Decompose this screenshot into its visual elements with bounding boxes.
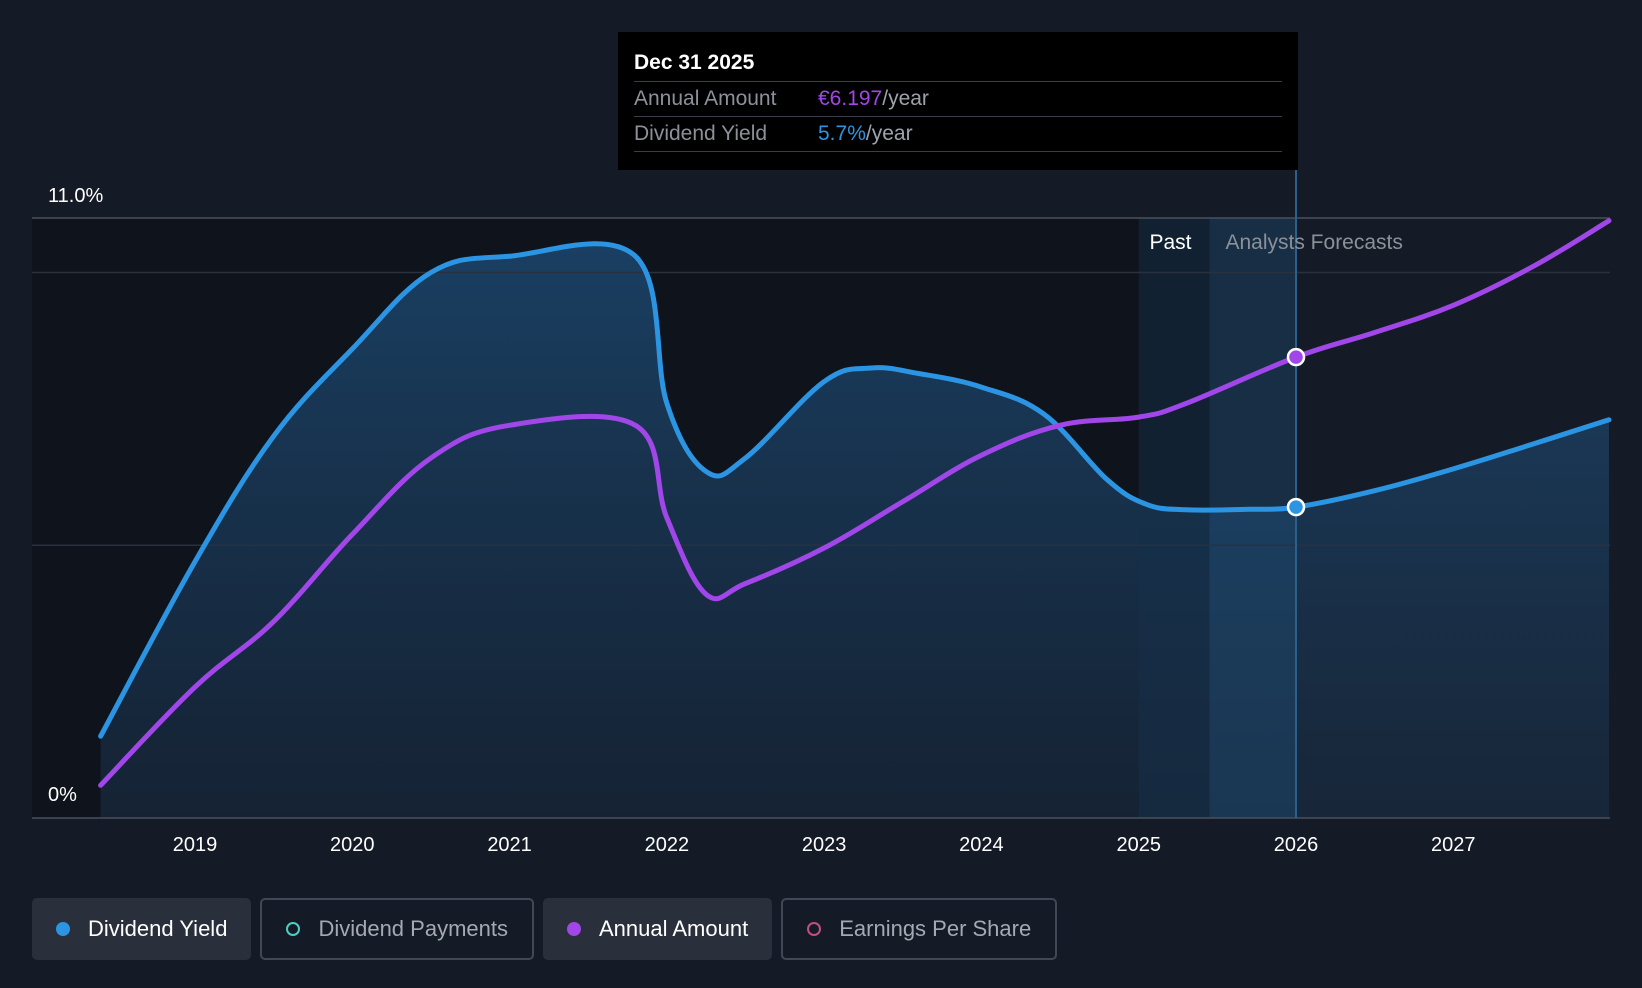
x-tick-label: 2023 [802,834,847,856]
tooltip-unit: /year [865,122,913,145]
forecast-region-label: Analysts Forecasts [1225,231,1402,254]
legend-dividend-yield-button[interactable]: Dividend Yield [32,898,252,960]
tooltip-date: Dec 31 2025 [634,51,755,74]
legend-label: Dividend Yield [88,916,228,941]
tooltip-label: Annual Amount [634,87,777,110]
x-tick-label: 2027 [1431,834,1476,856]
legend-earnings-per-share-button[interactable]: Earnings Per Share [781,898,1058,960]
dot-icon [56,922,70,936]
tooltip-value: €6.197 [818,87,883,110]
forecast-band [1209,218,1296,818]
y-axis-top-label: 11.0% [48,185,103,207]
circle-outline-icon [286,922,301,936]
x-tick-label: 2019 [173,834,218,856]
hover-tooltip: Dec 31 2025 Annual Amount €6.197 /year D… [618,32,1298,170]
dot-icon [566,922,581,936]
y-axis-bottom-label: 0% [48,784,77,806]
x-tick-label: 2026 [1274,834,1319,856]
x-tick-label: 2020 [330,834,375,856]
tooltip-row-annual-amount: Annual Amount €6.197 /year [634,81,1282,116]
annual-amount-line [98,218,1612,788]
x-tick-label: 2021 [487,834,532,856]
legend-label: Earnings Per Share [839,916,1032,941]
tooltip-label: Dividend Yield [634,122,768,145]
annual-amount-hover-marker [1286,347,1306,367]
past-band [1138,218,1210,818]
tooltip-value: 5.7% [818,122,866,145]
tooltip-row-dividend-yield: Dividend Yield 5.7% /year [634,116,1282,152]
past-region-label: Past [1149,231,1191,254]
legend-label: Annual Amount [598,916,749,941]
legend-dividend-payments-button[interactable]: Dividend Payments [260,898,534,960]
circle-outline-icon [807,922,822,936]
dividend-yield-hover-marker [1286,497,1306,517]
x-tick-label: 2025 [1116,834,1161,856]
x-tick-label: 2022 [645,834,690,856]
legend-annual-amount-button[interactable]: Annual Amount [542,898,773,960]
x-tick-label: 2024 [959,834,1004,856]
legend-label: Dividend Payments [318,916,508,941]
legend: Dividend Yield Dividend Payments Annual … [32,898,1066,960]
tooltip-unit: /year [882,87,929,110]
